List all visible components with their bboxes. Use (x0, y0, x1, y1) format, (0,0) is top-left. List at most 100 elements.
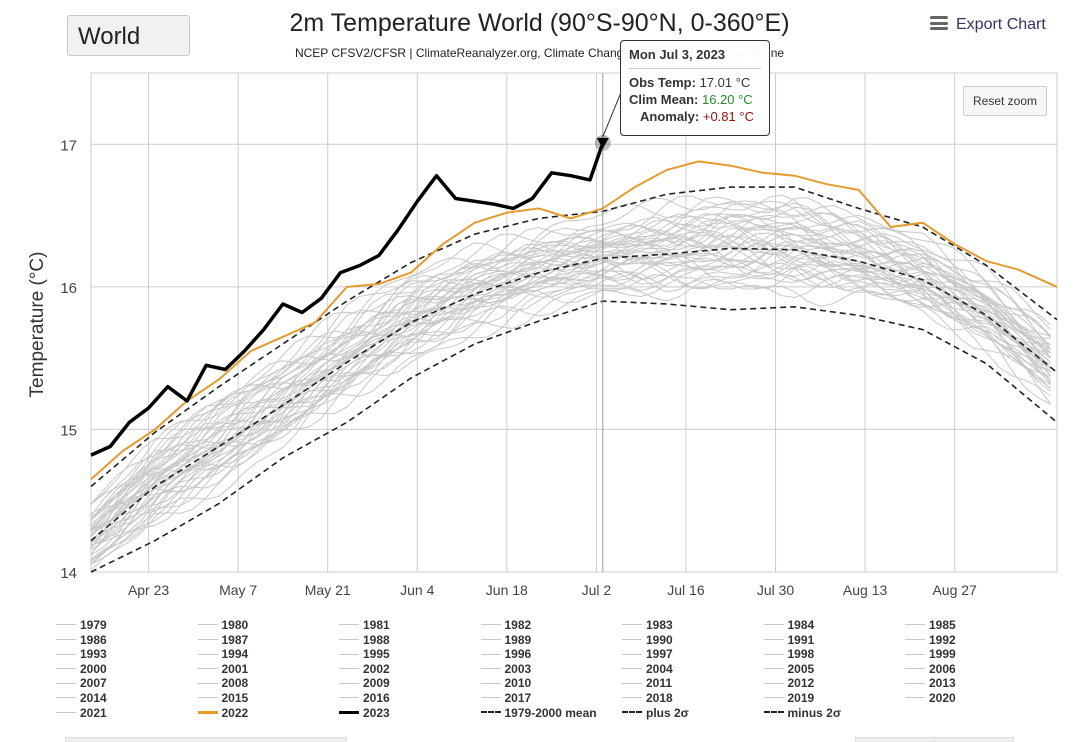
legend-label: 2022 (221, 705, 249, 720)
y-tick-label: 14 (60, 565, 77, 582)
legend-item[interactable]: 2008 (197, 675, 248, 690)
legend-item[interactable]: 2021 (56, 705, 107, 719)
legend-item[interactable]: plus 2σ (622, 705, 689, 719)
legend-item[interactable]: 1981 (339, 617, 390, 632)
legend-label: 1983 (646, 617, 673, 632)
legend-item[interactable]: 2022 (197, 705, 249, 720)
legend-label: 2002 (363, 661, 390, 676)
legend-label: 1979 (80, 617, 107, 632)
legend-item[interactable]: 1983 (622, 617, 673, 632)
export-chart-label: Export Chart (956, 16, 1046, 33)
legend-item[interactable]: 2010 (480, 675, 531, 690)
legend-item[interactable]: 1988 (339, 632, 390, 646)
legend-item[interactable]: 1985 (905, 617, 956, 632)
plot-frame (90, 72, 1058, 573)
legend-item[interactable]: 1982 (480, 617, 531, 632)
legend-swatch (622, 624, 642, 626)
legend-item[interactable]: 2017 (480, 690, 531, 705)
legend-label: plus 2σ (646, 705, 689, 720)
legend-item[interactable]: 2009 (339, 675, 390, 690)
legend-item[interactable]: 2015 (197, 690, 248, 705)
legend-item[interactable]: 1984 (763, 617, 814, 632)
legend-item[interactable]: 2001 (197, 661, 248, 676)
region-select[interactable]: World (67, 15, 190, 56)
legend-item[interactable]: 2011 (622, 675, 673, 691)
legend-item[interactable]: 1987 (197, 632, 249, 647)
legend-item[interactable]: 1989 (480, 632, 531, 646)
tooltip-label: Clim Mean: (629, 92, 699, 107)
legend-label: 1991 (787, 632, 815, 647)
legend-label: 1981 (363, 617, 390, 632)
legend-item[interactable]: 1992 (905, 632, 956, 646)
legend-item[interactable]: 2003 (480, 661, 532, 676)
legend-item[interactable]: 2000 (56, 661, 107, 676)
legend-item[interactable]: 1979-2000 mean (480, 705, 597, 720)
legend-item[interactable]: 1996 (480, 646, 531, 661)
legend-item[interactable]: 1993 (56, 646, 107, 662)
legend-item[interactable]: 2014 (56, 690, 107, 705)
legend-label: 1992 (929, 632, 956, 647)
legend-item[interactable]: 2007 (56, 675, 107, 691)
legend-swatch (480, 711, 501, 714)
legend-label: 2016 (363, 690, 390, 705)
legend-label: 2011 (646, 676, 673, 691)
year-line-1981 (90, 260, 1051, 566)
legend-swatch (339, 653, 359, 655)
legend-swatch (763, 711, 784, 714)
legend-item[interactable]: 2023 (339, 705, 390, 719)
legend-item[interactable]: 2004 (622, 661, 673, 676)
legend-item[interactable]: 1979 (56, 617, 107, 632)
legend-label: 1988 (363, 632, 390, 647)
legend-item[interactable]: 2016 (339, 690, 390, 705)
legend-item[interactable]: minus 2σ (763, 705, 841, 719)
legend-label: 2023 (363, 705, 390, 720)
legend-item[interactable]: 1991 (763, 632, 815, 647)
legend-item[interactable]: 2019 (763, 690, 814, 705)
legend-swatch (622, 668, 642, 670)
year-line-2013 (90, 213, 1051, 521)
legend-swatch (56, 638, 76, 640)
legend-item[interactable]: 2005 (763, 661, 814, 676)
legend: 1979 1980 1981 1982 1983 1984 1985 1986 1987 1988… (56, 617, 1056, 725)
x-tick-label: May 21 (305, 582, 351, 598)
legend-swatch (339, 710, 359, 714)
legend-item[interactable]: 2013 (905, 675, 956, 690)
tooltip-anomaly: Anomaly: +0.81 °C (629, 108, 761, 125)
legend-item[interactable]: 2006 (905, 661, 956, 676)
legend-label: 1987 (221, 632, 249, 647)
year-line-2020 (90, 197, 1051, 505)
legend-item[interactable]: 1998 (763, 646, 814, 661)
legend-swatch (339, 697, 359, 699)
legend-item[interactable]: 1986 (56, 632, 107, 646)
legend-item[interactable]: 1999 (905, 646, 956, 662)
legend-swatch (905, 697, 925, 699)
tooltip-label: Anomaly: (640, 109, 700, 124)
reset-zoom-button[interactable]: Reset zoom (963, 86, 1047, 116)
scrollbar-track[interactable] (65, 737, 347, 742)
legend-label: 1979-2000 mean (504, 705, 597, 720)
legend-item[interactable]: 2002 (339, 661, 390, 676)
legend-label: 1993 (80, 647, 107, 662)
year-line-2003 (90, 219, 1051, 528)
export-chart-button[interactable]: Export Chart (930, 16, 1046, 34)
year-line-2012 (90, 208, 1051, 519)
legend-item[interactable]: 1994 (197, 646, 248, 661)
legend-item[interactable]: 2012 (763, 675, 814, 690)
legend-item[interactable]: 2018 (622, 690, 673, 705)
series-line-2023 (90, 142, 605, 457)
legend-item[interactable]: 1997 (622, 646, 673, 661)
legend-item[interactable]: 1990 (622, 632, 673, 646)
legend-label: 2007 (80, 676, 107, 691)
legend-label: 2003 (504, 661, 532, 676)
legend-swatch (56, 711, 76, 713)
scrollbar-segment[interactable] (855, 737, 935, 742)
legend-label: 1999 (929, 647, 956, 662)
legend-item[interactable]: 1995 (339, 646, 390, 661)
legend-swatch (763, 653, 784, 655)
legend-label: 1980 (221, 617, 249, 632)
scrollbar-segment[interactable] (934, 737, 1014, 742)
year-line-2015 (90, 222, 1051, 518)
legend-item[interactable]: 2020 (905, 690, 956, 705)
legend-item[interactable]: 1980 (197, 617, 249, 632)
